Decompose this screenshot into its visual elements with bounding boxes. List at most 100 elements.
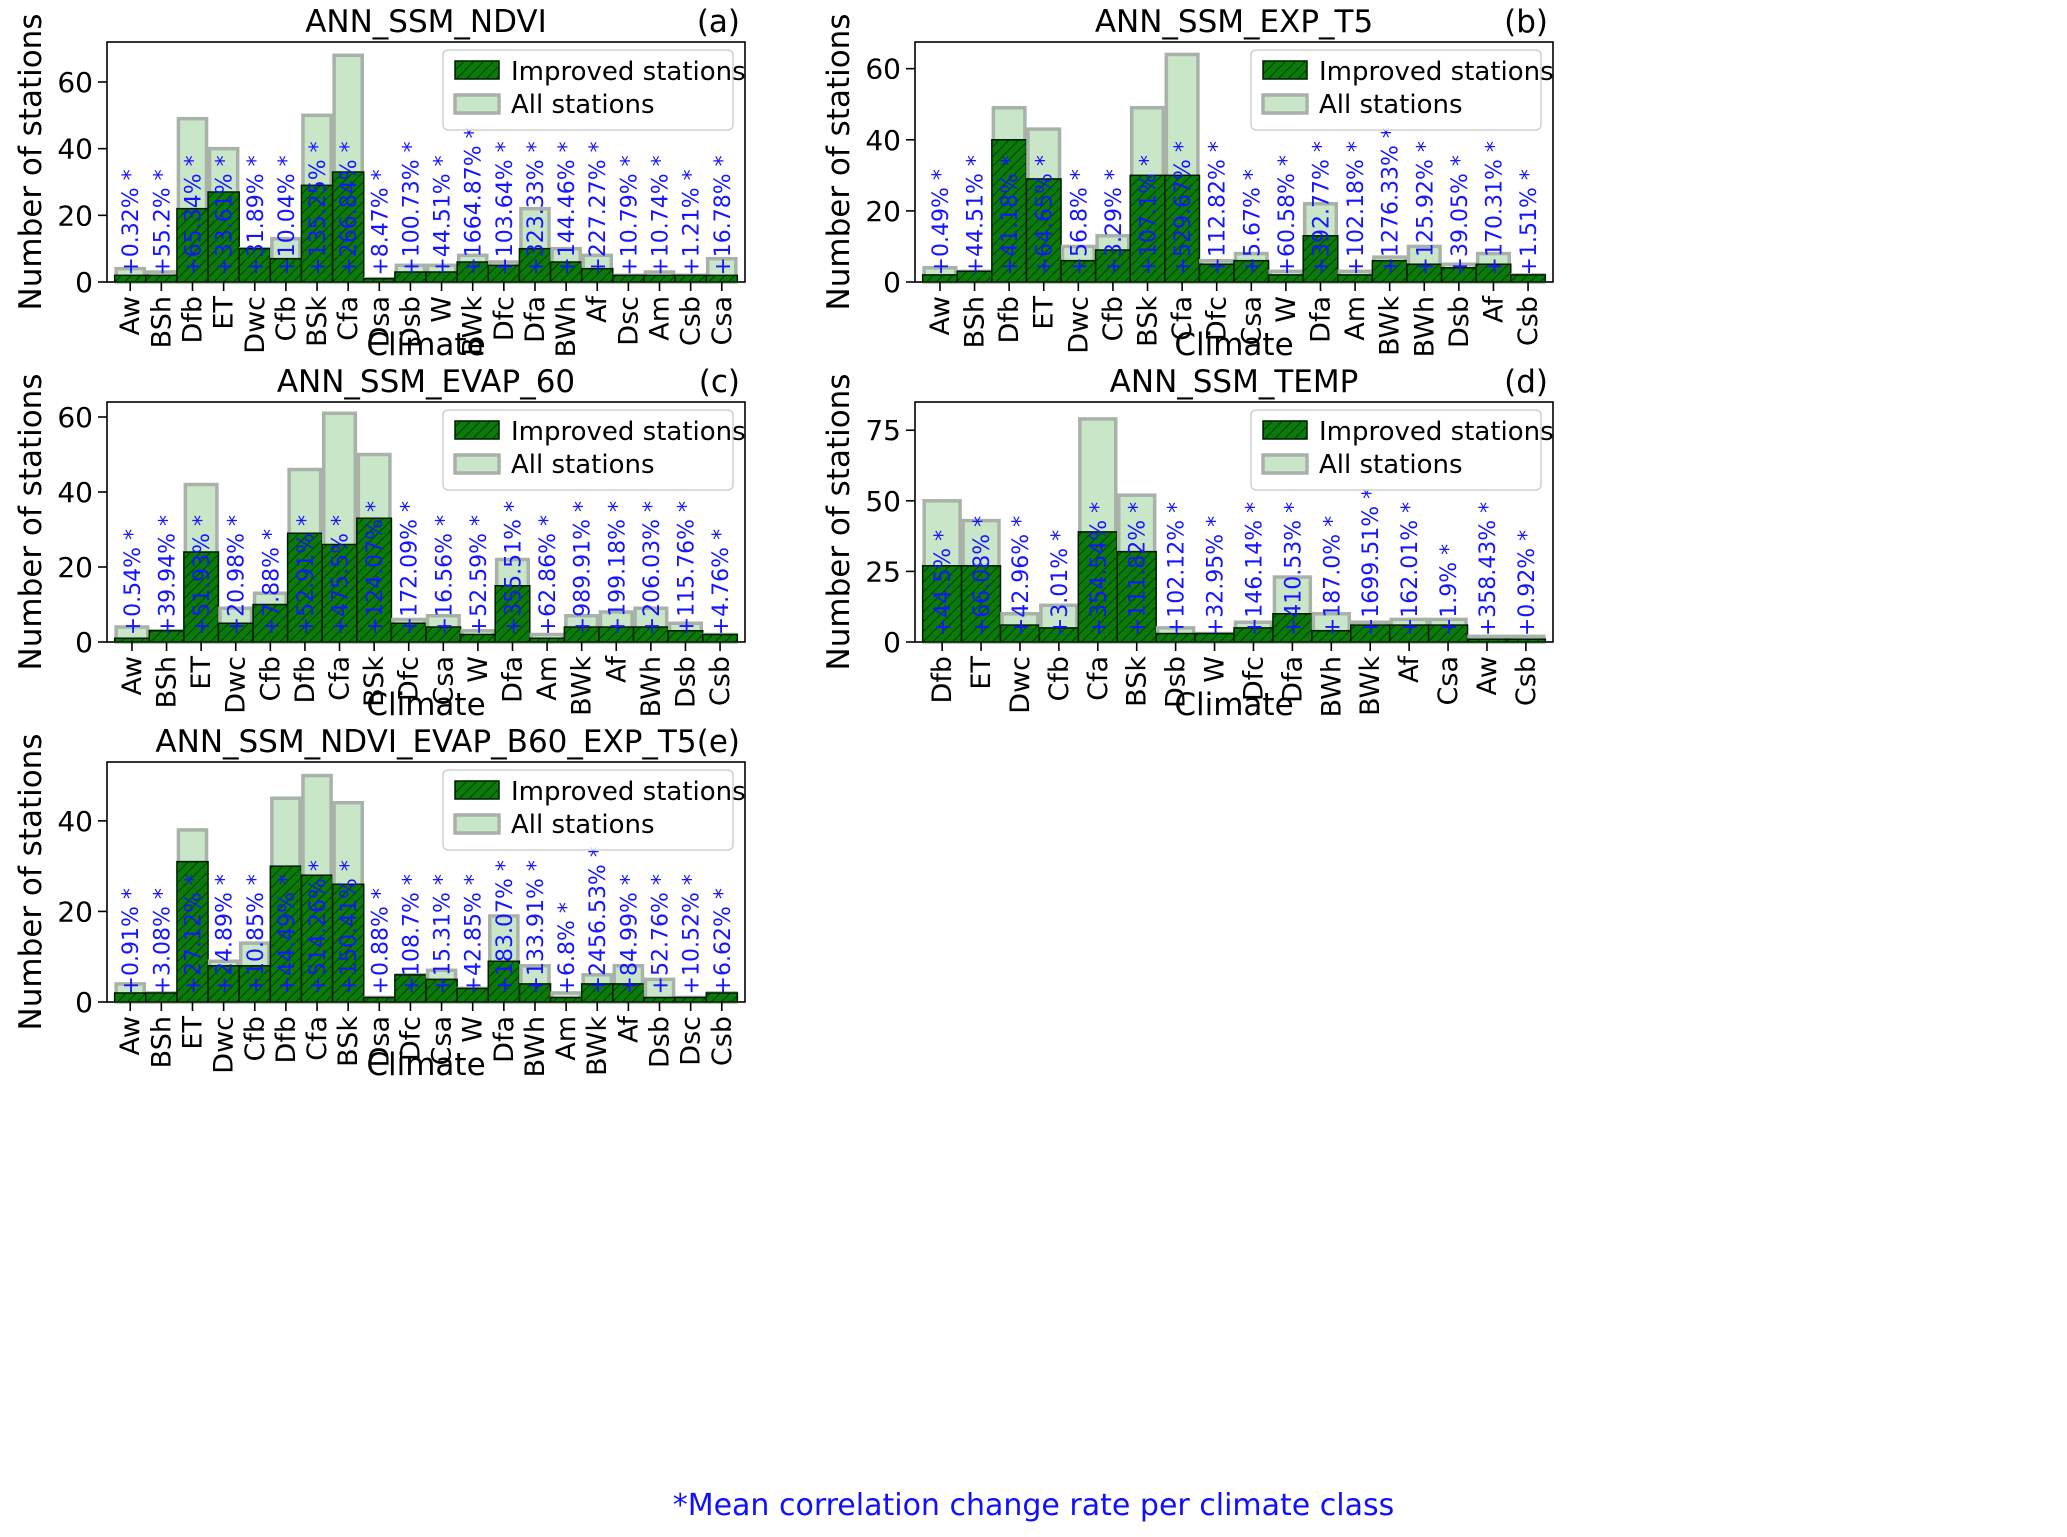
legend-swatch-improved — [454, 780, 500, 800]
bar-annotation: +107.1% * — [1137, 155, 1162, 275]
x-tick-label: Dfb — [927, 656, 958, 703]
x-tick-label: Dfb — [290, 656, 321, 703]
x-tick-label: Af — [582, 295, 613, 324]
bar-annotation: +32.95% * — [1204, 516, 1229, 636]
x-tick-label: Dfc — [1238, 656, 1269, 701]
x-tick-label: BWh — [1409, 296, 1440, 357]
x-tick-label: Af — [601, 655, 632, 684]
x-tick-label: ET — [177, 1016, 208, 1050]
bar-annotation: +65.34% * — [181, 155, 206, 275]
x-tick-label: BSh — [960, 296, 991, 348]
y-tick-label: 20 — [57, 551, 93, 584]
bar-annotation: +16.56% * — [432, 515, 457, 635]
bar-improved-stations — [331, 171, 365, 283]
x-axis-label: Climate — [366, 687, 485, 723]
x-tick-label: Dfa — [489, 1016, 520, 1063]
bar-annotation: +52.59% * — [467, 515, 492, 635]
bar-annotation: +1.21% * — [680, 169, 705, 275]
bar-annotation: +3.01% * — [1048, 530, 1073, 636]
bar-improved-stations — [1116, 550, 1157, 643]
x-tick-label: Dwc — [221, 656, 252, 714]
x-tick-label: BSk — [1122, 656, 1153, 707]
bar-annotation: +111.82% * — [1126, 502, 1151, 636]
x-tick-label: Aw — [115, 1016, 146, 1055]
bar-annotation: +44.51% * — [964, 155, 989, 275]
bar-improved-stations — [549, 996, 583, 1003]
bar-annotation: +170.31% * — [1482, 141, 1507, 275]
chart-title: ANN_SSM_NDVI — [305, 4, 547, 40]
bar-improved-stations — [1466, 638, 1508, 643]
x-tick-label: Dfc — [395, 1016, 426, 1061]
bar-annotation: +103.64% * — [493, 141, 518, 275]
y-tick-label: 60 — [57, 401, 93, 434]
bar-annotation: +31.89% * — [244, 155, 269, 275]
y-axis-label: Number of stations — [13, 734, 49, 1031]
bar-improved-stations — [1505, 638, 1547, 643]
bar-annotation: +44.51% * — [431, 155, 456, 275]
bar-improved-stations — [1302, 235, 1339, 283]
x-tick-label: Cfb — [240, 1016, 271, 1062]
x-tick-label: Dsb — [1161, 656, 1192, 708]
x-tick-label: W — [427, 296, 458, 323]
x-tick-label: Cfb — [1044, 656, 1075, 702]
y-axis-label: Number of stations — [13, 14, 49, 311]
legend-swatch-all — [1261, 93, 1309, 115]
legend-swatch-improved — [1262, 60, 1308, 80]
bar-annotation: +0.92% * — [1515, 530, 1540, 636]
y-tick-label: 20 — [57, 895, 93, 928]
bar-annotation: +39.05% * — [1448, 155, 1473, 275]
x-tick-label: Csb — [705, 656, 736, 706]
bar-annotation: +1699.51% * — [1359, 488, 1384, 636]
bar-improved-stations — [1164, 174, 1201, 283]
x-tick-label: Dsc — [676, 1016, 707, 1066]
bar-annotation: +8.47% * — [368, 169, 393, 275]
bar-annotation: +100.73% * — [399, 141, 424, 275]
bar-annotation: +102.12% * — [1165, 502, 1190, 636]
bar-improved-stations — [362, 277, 396, 283]
legend-box — [1250, 409, 1542, 491]
bar-annotation: +162.01% * — [1398, 502, 1423, 636]
bar-improved-stations — [518, 247, 552, 283]
bar-improved-stations — [356, 517, 393, 643]
bar-annotation: +1664.87% * — [462, 127, 487, 275]
bar-annotation: +51.93% * — [190, 515, 215, 635]
bar-annotation: +475.5% * — [329, 515, 354, 635]
bar-annotation: +62.86% * — [536, 515, 561, 635]
bar-annotation: +56.8% * — [1067, 169, 1092, 275]
x-tick-label: Dsb — [645, 1016, 676, 1068]
x-tick-label: Aw — [925, 296, 956, 335]
bar-improved-stations — [487, 960, 521, 1003]
x-tick-label: Dfb — [994, 296, 1025, 343]
legend-label-all: All stations — [1319, 450, 1463, 480]
bar-improved-stations — [529, 637, 566, 643]
bar-improved-stations — [238, 247, 272, 283]
x-tick-label: BWk — [458, 296, 489, 356]
y-tick-label: 40 — [57, 805, 93, 838]
legend-label-all: All stations — [1319, 90, 1463, 120]
bar-annotation: +52.91% * — [294, 515, 319, 635]
bar-annotation: +52.76% * — [649, 874, 674, 994]
bar-annotation: +44.49% * — [275, 874, 300, 994]
y-tick-label: 60 — [865, 53, 901, 86]
bar-annotation: +227.27% * — [586, 141, 611, 275]
chart-title: ANN_SSM_EVAP_60 — [277, 364, 575, 400]
legend-label-improved: Improved stations — [511, 777, 746, 807]
x-tick-label: Dwc — [1063, 296, 1094, 354]
y-tick-label: 0 — [75, 626, 93, 659]
bar-annotation: +115.76% * — [674, 501, 699, 635]
x-tick-label: Am — [645, 296, 676, 341]
legend-box — [442, 49, 734, 131]
legend-swatch-all — [453, 813, 501, 835]
x-tick-label: Dfb — [271, 1016, 302, 1063]
x-tick-label: Dfc — [1202, 296, 1233, 341]
bar-improved-stations — [362, 996, 396, 1003]
footnote: *Mean correlation change rate per climat… — [672, 1488, 1395, 1523]
bar-annotation: +0.91% * — [119, 888, 144, 994]
bar-annotation: +150.41% * — [337, 860, 362, 994]
x-tick-label: Cfb — [271, 296, 302, 342]
